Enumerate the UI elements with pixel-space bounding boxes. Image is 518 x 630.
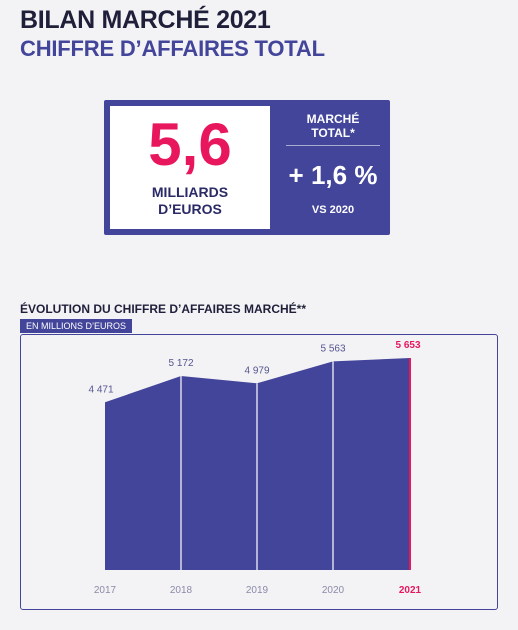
x-tick-2019: 2019 xyxy=(246,585,269,596)
value-label-2018: 5 172 xyxy=(168,358,193,369)
kpi-total-value: 5,6 xyxy=(148,111,232,178)
x-tick-2018: 2018 xyxy=(170,585,193,596)
x-tick-2017: 2017 xyxy=(94,585,117,596)
value-label-2021: 5 653 xyxy=(395,340,420,351)
kpi-card: 5,6 MILLIARDS D’EUROS MARCHÉ TOTAL* + 1,… xyxy=(104,100,390,235)
value-label-2020: 5 563 xyxy=(320,343,345,354)
x-tick-2021: 2021 xyxy=(399,585,422,596)
page-title: BILAN MARCHÉ 2021 xyxy=(20,6,271,34)
x-tick-2020: 2020 xyxy=(322,585,345,596)
kpi-growth-panel: MARCHÉ TOTAL* + 1,6 % VS 2020 xyxy=(276,100,390,235)
chart-unit-badge: EN MILLIONS D’EUROS xyxy=(20,319,133,333)
kpi-total-unit: MILLIARDS D’EUROS xyxy=(151,184,229,217)
value-label-2017: 4 471 xyxy=(88,384,113,395)
chart-title: ÉVOLUTION DU CHIFFRE D’AFFAIRES MARCHÉ** xyxy=(20,302,307,316)
kpi-total-panel: 5,6 MILLIARDS D’EUROS xyxy=(110,106,270,229)
kpi-market-label: MARCHÉ TOTAL* xyxy=(306,112,360,140)
value-label-2019: 4 979 xyxy=(244,365,269,376)
kpi-comparison: VS 2020 xyxy=(311,204,355,216)
kpi-divider xyxy=(286,145,380,146)
kpi-growth-value: + 1,6 % xyxy=(288,160,378,190)
page-subtitle: CHIFFRE D’AFFAIRES TOTAL xyxy=(20,36,325,61)
